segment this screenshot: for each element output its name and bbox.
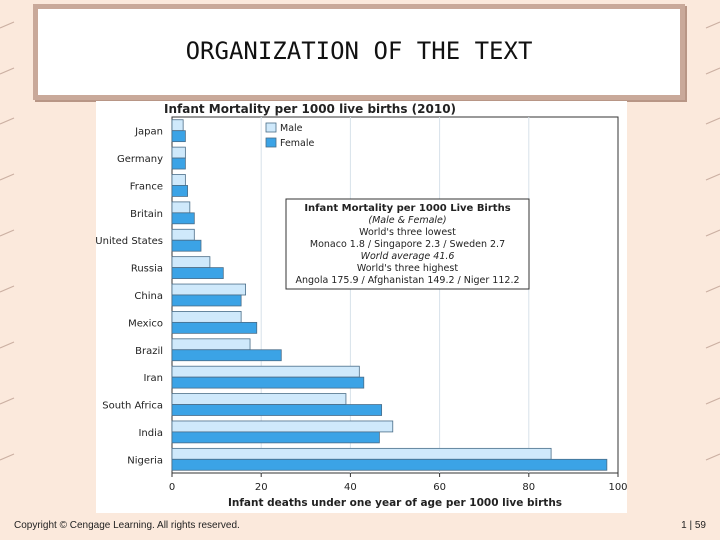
bar-female-brazil (171, 349, 282, 362)
title-box: ORGANIZATION OF THE TEXT (33, 4, 685, 100)
bar-female-united-states (171, 239, 202, 252)
x-tick-label: 20 (255, 482, 268, 493)
legend-label-male: Male (280, 123, 303, 134)
category-label: Mexico (128, 318, 163, 329)
bar-female-china (171, 294, 242, 307)
bar-female-russia (171, 267, 224, 279)
chart-title: Infant Mortality per 1000 live births (2… (164, 102, 456, 116)
category-label: Japan (134, 127, 163, 138)
category-label: France (130, 181, 163, 192)
category-label: Britain (130, 209, 163, 220)
bar-female-south-africa (171, 404, 383, 416)
infant-mortality-chart: Infant Mortality per 1000 live births (2… (95, 102, 627, 509)
bar-female-iran (171, 376, 365, 389)
category-label: South Africa (102, 401, 163, 412)
annotation-line: World average 41.6 (361, 251, 455, 262)
category-label: India (138, 428, 163, 439)
page-number: 1 | 59 (681, 520, 706, 531)
bar-female-mexico (171, 321, 258, 334)
bar-male-india (171, 420, 394, 433)
category-label: Germany (117, 154, 163, 165)
bar-male-russia (171, 256, 211, 269)
bar-male-south-africa (171, 393, 347, 405)
legend-label-female: Female (280, 138, 315, 149)
bar-male-iran (171, 365, 360, 378)
bar-male-nigeria (171, 447, 552, 460)
legend-swatch-male (265, 122, 277, 133)
chart-panel: Infant Mortality per 1000 live births (2… (95, 101, 628, 513)
bar-female-japan (171, 130, 186, 143)
bar-female-france (171, 185, 189, 197)
category-label: Iran (143, 373, 163, 384)
category-label: China (134, 291, 163, 302)
bar-male-britain (171, 201, 191, 214)
bar-female-britain (171, 212, 195, 225)
category-label: Russia (131, 264, 163, 275)
x-tick-label: 0 (169, 482, 175, 493)
annotation-box (285, 198, 530, 290)
category-label: Nigeria (127, 455, 163, 466)
category-label: Brazil (135, 346, 163, 357)
annotation-line: (Male & Female) (368, 215, 446, 226)
bar-male-united-states (171, 228, 195, 241)
x-tick-label: 80 (522, 482, 535, 493)
bar-male-mexico (171, 311, 242, 323)
x-tick-label: 60 (433, 482, 446, 493)
annotation-line: Angola 175.9 / Afghanistan 149.2 / Niger… (295, 275, 519, 286)
annotation-line: Monaco 1.8 / Singapore 2.3 / Sweden 2.7 (310, 239, 505, 250)
bar-male-japan (171, 119, 184, 132)
slide-title: ORGANIZATION OF THE TEXT (185, 37, 533, 65)
bar-female-germany (171, 157, 186, 170)
bar-male-france (171, 174, 186, 186)
legend-swatch-female (265, 137, 277, 148)
annotation-line: World's three highest (357, 263, 458, 274)
x-axis-label: Infant deaths under one year of age per … (228, 497, 562, 509)
bar-male-germany (171, 146, 186, 159)
footer-copyright: Copyright © Cengage Learning. All rights… (14, 520, 240, 531)
bar-male-brazil (171, 338, 251, 351)
x-tick-label: 100 (608, 482, 627, 493)
bar-female-nigeria (171, 458, 608, 471)
annotation-line: Infant Mortality per 1000 Live Births (304, 203, 510, 214)
bar-male-china (171, 283, 246, 296)
annotation-line: World's three lowest (359, 227, 456, 238)
x-tick-label: 40 (344, 482, 357, 493)
category-label: United States (96, 236, 163, 247)
bar-female-india (171, 431, 380, 444)
